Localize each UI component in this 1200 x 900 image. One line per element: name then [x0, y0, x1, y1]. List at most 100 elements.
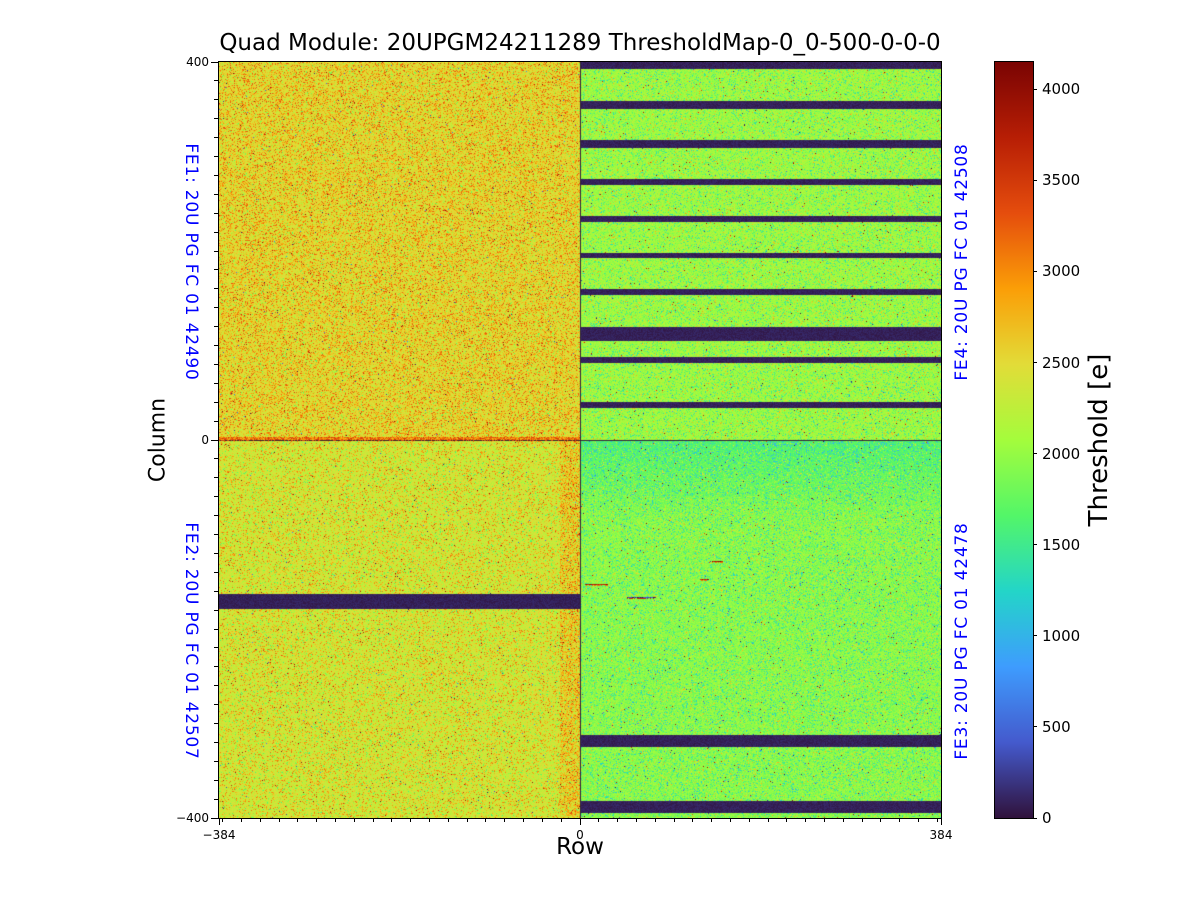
colorbar-tick: [1033, 635, 1037, 637]
x-minor-tick: [617, 818, 619, 822]
x-tick-label: −384: [202, 828, 236, 842]
x-minor-tick: [241, 818, 243, 822]
x-minor-tick: [899, 818, 901, 822]
x-tick-label: 0: [576, 828, 584, 842]
y-minor-tick: [214, 704, 218, 706]
y-tick-label: −400: [176, 811, 209, 825]
colorbar-tick-label: 1500: [1042, 535, 1081, 554]
y-tick-label: 0: [201, 433, 209, 447]
y-minor-tick: [214, 647, 218, 649]
y-minor-tick: [214, 779, 218, 781]
x-minor-tick: [372, 818, 374, 822]
fe3-chip-label: FE3: 20U PG FC 01 42478: [952, 522, 972, 760]
y-minor-tick: [214, 401, 218, 403]
x-minor-tick: [429, 818, 431, 822]
heatmap-plot-area: [218, 61, 942, 819]
x-minor-tick: [936, 818, 938, 822]
x-minor-tick: [598, 818, 600, 822]
x-minor-tick: [297, 818, 299, 822]
fe1-chip-label: FE1: 20U PG FC 01 42490: [181, 143, 201, 381]
x-minor-tick: [259, 818, 261, 822]
y-minor-tick: [214, 590, 218, 592]
colorbar-tick-label: 3000: [1042, 262, 1081, 281]
y-minor-tick: [214, 174, 218, 176]
y-minor-tick: [214, 156, 218, 157]
fe4-chip-label: FE4: 20U PG FC 01 42508: [952, 143, 972, 381]
heatmap-canvas: [219, 62, 941, 818]
colorbar-label: Threshold [e]: [1084, 353, 1114, 527]
y-minor-tick: [214, 231, 218, 233]
x-minor-tick: [748, 818, 750, 822]
x-minor-tick: [278, 818, 280, 822]
x-major-tick: [940, 818, 942, 825]
colorbar-tick: [1033, 817, 1037, 819]
x-minor-tick: [842, 818, 844, 822]
colorbar-tick: [1033, 179, 1037, 181]
colorbar-tick: [1033, 726, 1037, 728]
y-minor-tick: [214, 193, 218, 195]
x-minor-tick: [523, 818, 525, 822]
x-minor-tick: [805, 818, 807, 822]
y-minor-tick: [214, 269, 218, 271]
y-minor-tick: [214, 99, 218, 101]
colorbar-tick: [1033, 270, 1037, 272]
y-minor-tick: [214, 307, 218, 309]
x-minor-tick: [447, 818, 449, 822]
x-minor-tick: [654, 818, 656, 822]
colorbar-tick: [1033, 362, 1037, 364]
x-minor-tick: [861, 818, 863, 822]
y-minor-tick: [214, 250, 218, 252]
colorbar-tick: [1033, 88, 1037, 90]
colorbar: [994, 61, 1034, 819]
colorbar-tick-label: 0: [1042, 809, 1052, 827]
x-minor-tick: [880, 818, 882, 822]
x-minor-tick: [560, 818, 562, 822]
x-minor-tick: [917, 818, 919, 822]
x-minor-tick: [485, 818, 487, 822]
y-tick-label: 400: [186, 55, 209, 69]
plot-title: Quad Module: 20UPGM24211289 ThresholdMap…: [219, 30, 941, 56]
y-minor-tick: [214, 458, 218, 460]
colorbar-tick-label: 2500: [1042, 353, 1081, 372]
fe2-chip-label: FE2: 20U PG FC 01 42507: [181, 522, 201, 760]
y-minor-tick: [214, 382, 218, 384]
x-minor-tick: [410, 818, 412, 822]
y-minor-tick: [214, 420, 218, 422]
y-minor-tick: [214, 137, 218, 139]
y-minor-tick: [214, 741, 218, 743]
y-minor-tick: [214, 212, 218, 214]
x-minor-tick: [466, 818, 468, 822]
x-minor-tick: [391, 818, 393, 822]
y-minor-tick: [214, 80, 218, 82]
colorbar-tick: [1033, 453, 1037, 455]
colorbar-tick: [1033, 544, 1037, 546]
y-minor-tick: [214, 552, 218, 554]
y-major-tick: [211, 61, 218, 63]
y-minor-tick: [214, 628, 218, 630]
colorbar-tick-label: 3500: [1042, 171, 1081, 190]
x-minor-tick: [786, 818, 788, 822]
x-minor-tick: [541, 818, 543, 822]
y-minor-tick: [214, 288, 218, 290]
x-minor-tick: [635, 818, 637, 822]
y-minor-tick: [214, 515, 218, 517]
x-minor-tick: [353, 818, 355, 822]
y-minor-tick: [214, 496, 218, 498]
x-minor-tick: [335, 818, 337, 822]
y-minor-tick: [214, 571, 218, 573]
y-minor-tick: [214, 326, 218, 328]
x-minor-tick: [729, 818, 731, 822]
y-minor-tick: [214, 685, 218, 687]
y-major-tick: [211, 817, 218, 819]
y-minor-tick: [214, 534, 218, 535]
x-minor-tick: [711, 818, 713, 822]
x-minor-tick: [316, 818, 318, 822]
x-minor-tick: [222, 818, 224, 822]
x-minor-tick: [692, 818, 694, 822]
x-minor-tick: [504, 818, 506, 822]
y-minor-tick: [214, 118, 218, 120]
colorbar-tick-label: 1000: [1042, 626, 1081, 645]
y-minor-tick: [214, 345, 218, 346]
y-minor-tick: [214, 609, 218, 611]
x-major-tick: [579, 818, 581, 825]
